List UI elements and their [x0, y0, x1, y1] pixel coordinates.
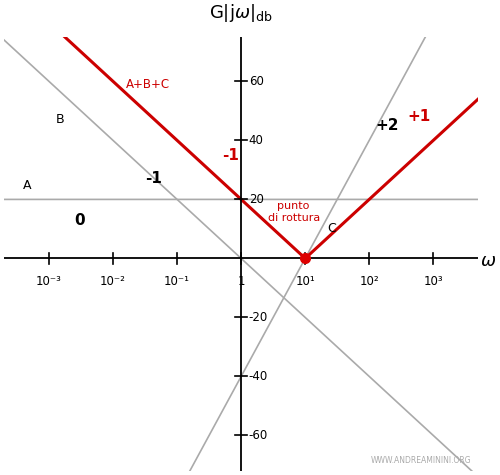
- Text: C: C: [328, 222, 336, 236]
- Text: 10³: 10³: [424, 275, 443, 288]
- Text: +1: +1: [408, 109, 431, 124]
- Text: WWW.ANDREAMININI.ORG: WWW.ANDREAMININI.ORG: [371, 456, 472, 465]
- Text: B: B: [56, 113, 64, 126]
- Text: 10²: 10²: [360, 275, 379, 288]
- Text: 10¹: 10¹: [296, 275, 315, 288]
- Text: -1: -1: [222, 148, 239, 162]
- Text: -20: -20: [249, 311, 268, 324]
- Text: G|j$\omega$|$_{\rm db}$: G|j$\omega$|$_{\rm db}$: [210, 2, 273, 24]
- Text: -60: -60: [249, 429, 268, 442]
- Text: -1: -1: [145, 171, 162, 186]
- Text: punto
di rottura: punto di rottura: [268, 201, 320, 223]
- Text: 10⁻²: 10⁻²: [100, 275, 126, 288]
- Text: A: A: [24, 179, 32, 192]
- Text: +2: +2: [376, 118, 399, 133]
- Text: 1: 1: [238, 275, 245, 288]
- Text: 0: 0: [74, 212, 85, 228]
- Text: 20: 20: [249, 193, 264, 206]
- Text: 40: 40: [249, 134, 264, 147]
- Text: ω: ω: [482, 252, 496, 270]
- Text: 60: 60: [249, 75, 264, 88]
- Text: 10⁻¹: 10⁻¹: [164, 275, 190, 288]
- Text: -40: -40: [249, 370, 268, 383]
- Text: A+B+C: A+B+C: [126, 78, 170, 91]
- Text: 10⁻³: 10⁻³: [36, 275, 62, 288]
